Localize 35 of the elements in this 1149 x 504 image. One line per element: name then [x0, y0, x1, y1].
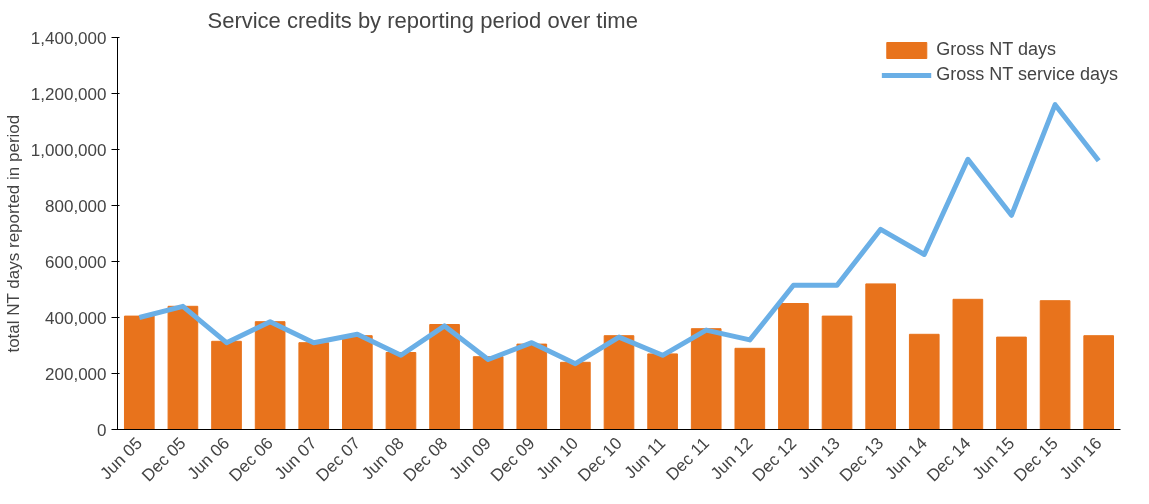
bar: [952, 298, 984, 430]
bar: [865, 283, 896, 430]
bar: [123, 315, 155, 430]
y-tick-label: 1,200,000: [30, 84, 107, 104]
bar: [908, 333, 940, 430]
bar: [429, 324, 460, 430]
y-tick-label: 0: [97, 420, 107, 440]
bar: [690, 328, 722, 430]
bar: [254, 321, 286, 430]
bar: [385, 352, 417, 430]
bar: [1083, 335, 1115, 430]
y-tick-label: 1,000,000: [30, 140, 107, 160]
y-tick-label: 1,400,000: [30, 28, 107, 48]
bar: [211, 340, 242, 430]
bar: [778, 303, 809, 430]
bar: [167, 305, 199, 430]
bar: [342, 335, 373, 430]
bar: [560, 361, 591, 430]
y-tick-label: 600,000: [45, 252, 107, 272]
bar: [603, 335, 635, 430]
bar: [996, 336, 1027, 430]
bar: [472, 356, 504, 430]
y-tick-label: 800,000: [45, 196, 107, 216]
y-tick-label: 200,000: [45, 364, 107, 384]
bar: [734, 347, 766, 430]
y-axis-title: total NT days reported in period: [3, 114, 23, 353]
bar: [647, 353, 678, 430]
bar: [1039, 300, 1071, 430]
legend-label: Gross NT service days: [936, 64, 1118, 85]
chart-title: Service credits by reporting period over time: [207, 7, 638, 33]
bar: [516, 343, 548, 430]
bar: [298, 342, 330, 430]
legend-label: Gross NT days: [936, 39, 1056, 60]
y-tick-label: 400,000: [45, 308, 107, 328]
bar: [821, 315, 853, 430]
